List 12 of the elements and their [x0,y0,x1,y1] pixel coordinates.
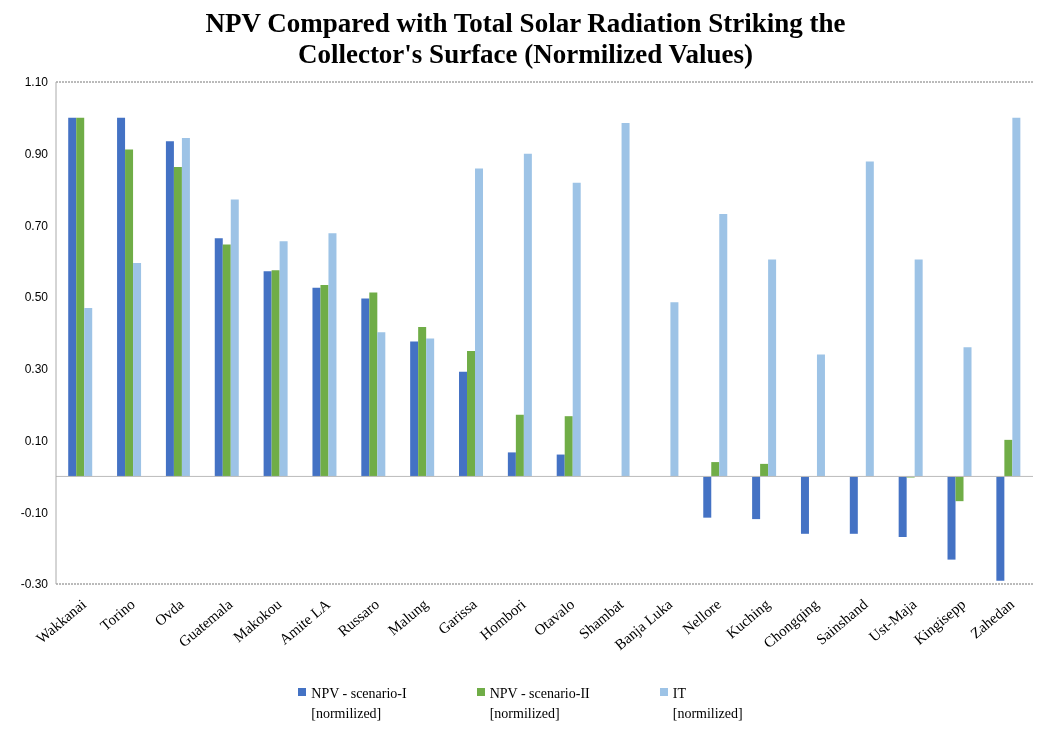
y-tick-label: 0.90 [24,146,49,161]
legend-label: NPV - scenario-I [normilized] [311,685,407,723]
y-tick-label: 0.70 [24,218,49,233]
y-tick-label: -0.10 [20,505,49,520]
y-tick-label: -0.30 [20,577,49,592]
chart-title: NPV Compared with Total Solar Radiation Striking the Collector's Surface (Normilized Values) [204,8,847,70]
legend-label: IT [normilized] [672,685,743,723]
y-tick-label: 1.10 [24,75,49,90]
y-tick-label: 0.50 [24,290,49,305]
y-tick-label: 0.30 [24,362,49,377]
y-tick-label: 0.10 [24,433,49,448]
legend-label: NPV - scenario-II [normilized] [489,685,590,723]
